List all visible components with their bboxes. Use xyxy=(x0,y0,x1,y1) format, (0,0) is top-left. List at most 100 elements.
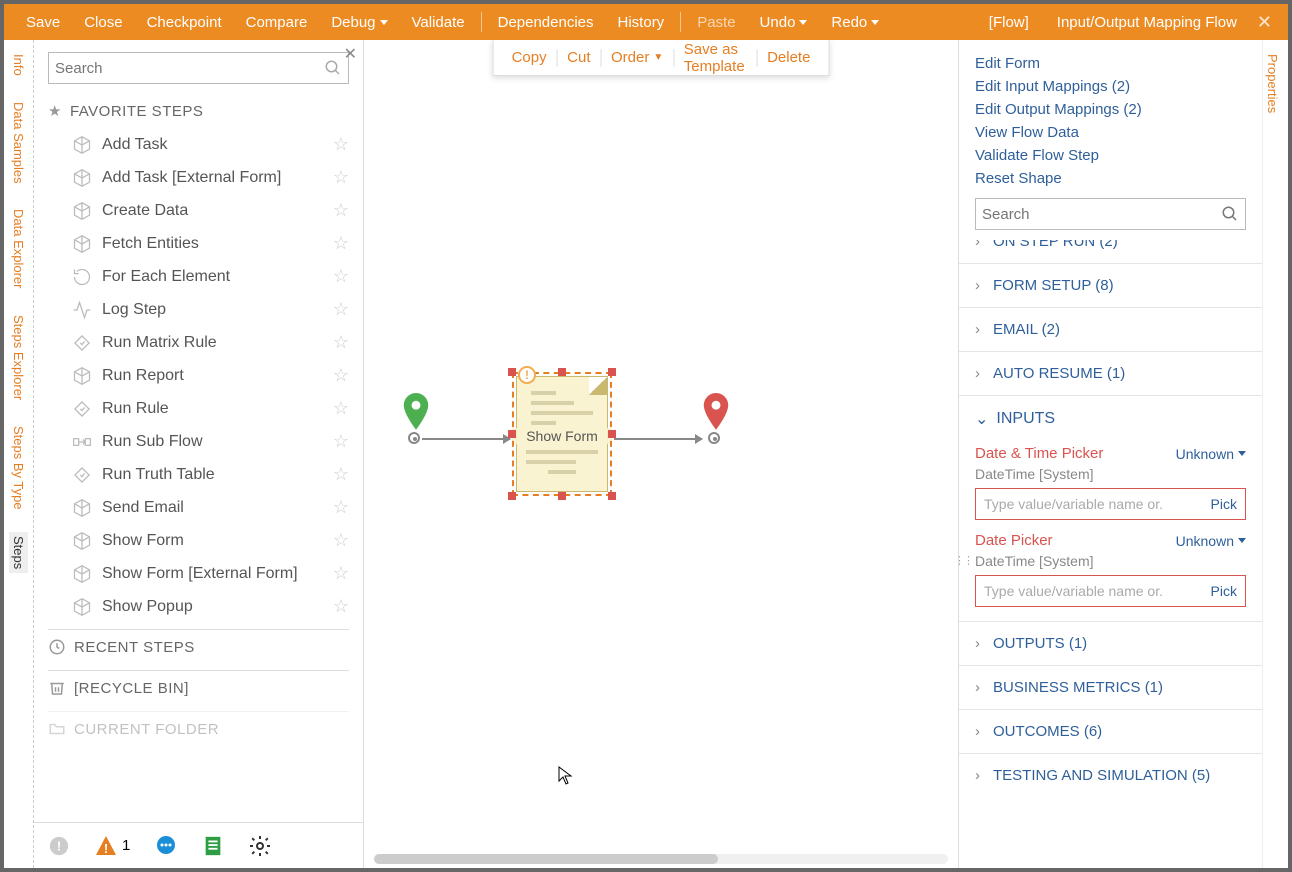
flow-edge[interactable] xyxy=(422,438,510,440)
properties-scroll[interactable]: ⋮⋮ ›ON STEP RUN (2) ›FORM SETUP (8) ›EMA… xyxy=(959,240,1262,868)
compare-button[interactable]: Compare xyxy=(234,14,320,31)
dependencies-button[interactable]: Dependencies xyxy=(486,14,606,31)
step-item[interactable]: Run Matrix Rule☆ xyxy=(48,326,349,359)
step-item[interactable]: Add Task☆ xyxy=(48,128,349,161)
star-icon: ★ xyxy=(48,102,62,120)
step-item[interactable]: Log Step☆ xyxy=(48,293,349,326)
favorite-star-icon[interactable]: ☆ xyxy=(333,596,349,617)
redo-menu[interactable]: Redo xyxy=(819,14,891,31)
step-item[interactable]: Run Rule☆ xyxy=(48,392,349,425)
flow-end-port[interactable] xyxy=(708,432,720,444)
favorite-star-icon[interactable]: ☆ xyxy=(333,266,349,287)
tab-info[interactable]: Info xyxy=(9,50,28,80)
flow-edge[interactable] xyxy=(614,438,702,440)
section-email[interactable]: ›EMAIL (2) xyxy=(959,307,1262,351)
step-item[interactable]: Show Form☆ xyxy=(48,524,349,557)
steps-search[interactable] xyxy=(48,52,349,84)
validate-flow-step-link[interactable]: Validate Flow Step xyxy=(975,144,1246,167)
paste-button[interactable]: Paste xyxy=(685,14,747,31)
right-vertical-tabs: Properties xyxy=(1262,40,1288,868)
close-button[interactable]: Close xyxy=(72,14,134,31)
chat-icon[interactable] xyxy=(154,834,178,858)
step-item[interactable]: Run Report☆ xyxy=(48,359,349,392)
recent-steps-header[interactable]: RECENT STEPS xyxy=(48,629,349,664)
tab-properties[interactable]: Properties xyxy=(1263,50,1282,117)
step-label: Show Popup xyxy=(102,598,193,616)
step-item[interactable]: Send Email☆ xyxy=(48,491,349,524)
current-folder-header[interactable]: CURRENT FOLDER xyxy=(48,711,349,746)
edit-input-mappings-link[interactable]: Edit Input Mappings (2) xyxy=(975,75,1246,98)
recycle-bin-header[interactable]: [RECYCLE BIN] xyxy=(48,670,349,705)
input-field-value[interactable]: Type value/variable name or.Pick xyxy=(975,575,1246,607)
favorite-star-icon[interactable]: ☆ xyxy=(333,134,349,155)
favorite-star-icon[interactable]: ☆ xyxy=(333,167,349,188)
checkpoint-button[interactable]: Checkpoint xyxy=(135,14,234,31)
tab-data-explorer[interactable]: Data Explorer xyxy=(9,205,28,292)
edit-form-link[interactable]: Edit Form xyxy=(975,52,1246,75)
properties-search-input[interactable] xyxy=(982,206,1221,223)
save-button[interactable]: Save xyxy=(14,14,72,31)
step-item[interactable]: Run Sub Flow☆ xyxy=(48,425,349,458)
flow-canvas[interactable]: Copy Cut Order ▼ Save as Template Delete xyxy=(364,40,958,868)
undo-menu[interactable]: Undo xyxy=(748,14,820,31)
validate-button[interactable]: Validate xyxy=(400,14,477,31)
favorite-star-icon[interactable]: ☆ xyxy=(333,497,349,518)
input-field-type-dropdown[interactable]: Unknown xyxy=(1176,533,1246,549)
debug-menu[interactable]: Debug xyxy=(319,14,399,31)
input-field-type-dropdown[interactable]: Unknown xyxy=(1176,446,1246,462)
view-flow-data-link[interactable]: View Flow Data xyxy=(975,121,1246,144)
steps-search-input[interactable] xyxy=(55,60,324,77)
favorite-star-icon[interactable]: ☆ xyxy=(333,365,349,386)
favorite-star-icon[interactable]: ☆ xyxy=(333,332,349,353)
step-item[interactable]: Add Task [External Form]☆ xyxy=(48,161,349,194)
info-status-icon[interactable]: ! xyxy=(48,835,70,857)
canvas-hscrollbar[interactable] xyxy=(374,854,948,864)
close-flow-icon[interactable]: ✕ xyxy=(1251,12,1278,33)
show-form-node[interactable]: Show Form ! xyxy=(512,372,612,496)
favorite-star-icon[interactable]: ☆ xyxy=(333,431,349,452)
step-item[interactable]: Show Popup ☆ xyxy=(48,590,349,623)
properties-search[interactable] xyxy=(975,198,1246,230)
favorite-star-icon[interactable]: ☆ xyxy=(333,200,349,221)
node-warning-badge[interactable]: ! xyxy=(518,366,536,384)
warning-status[interactable]: ! 1 xyxy=(94,834,130,858)
tab-steps[interactable]: Steps xyxy=(9,532,28,573)
section-outputs[interactable]: ›OUTPUTS (1) xyxy=(959,621,1262,665)
step-item[interactable]: Show Form [External Form]☆ xyxy=(48,557,349,590)
panel-resize-handle[interactable]: ⋮⋮ xyxy=(959,554,972,567)
tab-steps-explorer[interactable]: Steps Explorer xyxy=(9,311,28,404)
doc-icon[interactable] xyxy=(202,835,224,857)
reset-shape-link[interactable]: Reset Shape xyxy=(975,167,1246,190)
section-form-setup[interactable]: ›FORM SETUP (8) xyxy=(959,263,1262,307)
tab-steps-by-type[interactable]: Steps By Type xyxy=(9,422,28,514)
flow-start-node[interactable] xyxy=(402,393,430,433)
steps-list-scroll[interactable]: ★ FAVORITE STEPS Add Task☆Add Task [Exte… xyxy=(34,94,363,822)
left-bottom-bar: ! ! 1 xyxy=(34,822,363,868)
edit-output-mappings-link[interactable]: Edit Output Mappings (2) xyxy=(975,98,1246,121)
pick-link[interactable]: Pick xyxy=(1211,583,1237,599)
pick-link[interactable]: Pick xyxy=(1211,496,1237,512)
favorite-star-icon[interactable]: ☆ xyxy=(333,563,349,584)
section-testing[interactable]: ›TESTING AND SIMULATION (5) xyxy=(959,753,1262,797)
favorite-star-icon[interactable]: ☆ xyxy=(333,299,349,320)
section-auto-resume[interactable]: ›AUTO RESUME (1) xyxy=(959,351,1262,395)
favorite-star-icon[interactable]: ☆ xyxy=(333,464,349,485)
favorite-star-icon[interactable]: ☆ xyxy=(333,530,349,551)
step-item[interactable]: For Each Element☆ xyxy=(48,260,349,293)
tab-data-samples[interactable]: Data Samples xyxy=(9,98,28,188)
step-item[interactable]: Fetch Entities☆ xyxy=(48,227,349,260)
panel-close-icon[interactable]: ✕ xyxy=(344,44,357,64)
section-business-metrics[interactable]: ›BUSINESS METRICS (1) xyxy=(959,665,1262,709)
step-item[interactable]: Create Data☆ xyxy=(48,194,349,227)
input-field-value[interactable]: Type value/variable name or.Pick xyxy=(975,488,1246,520)
flow-start-port[interactable] xyxy=(408,432,420,444)
history-button[interactable]: History xyxy=(606,14,677,31)
section-outcomes[interactable]: ›OUTCOMES (6) xyxy=(959,709,1262,753)
section-inputs-header[interactable]: ⌄INPUTS xyxy=(975,396,1246,433)
favorite-star-icon[interactable]: ☆ xyxy=(333,398,349,419)
gear-icon[interactable] xyxy=(248,834,272,858)
flow-end-node[interactable] xyxy=(702,393,730,433)
section-on-step-run[interactable]: ›ON STEP RUN (2) xyxy=(959,240,1262,263)
favorite-star-icon[interactable]: ☆ xyxy=(333,233,349,254)
step-item[interactable]: Run Truth Table☆ xyxy=(48,458,349,491)
